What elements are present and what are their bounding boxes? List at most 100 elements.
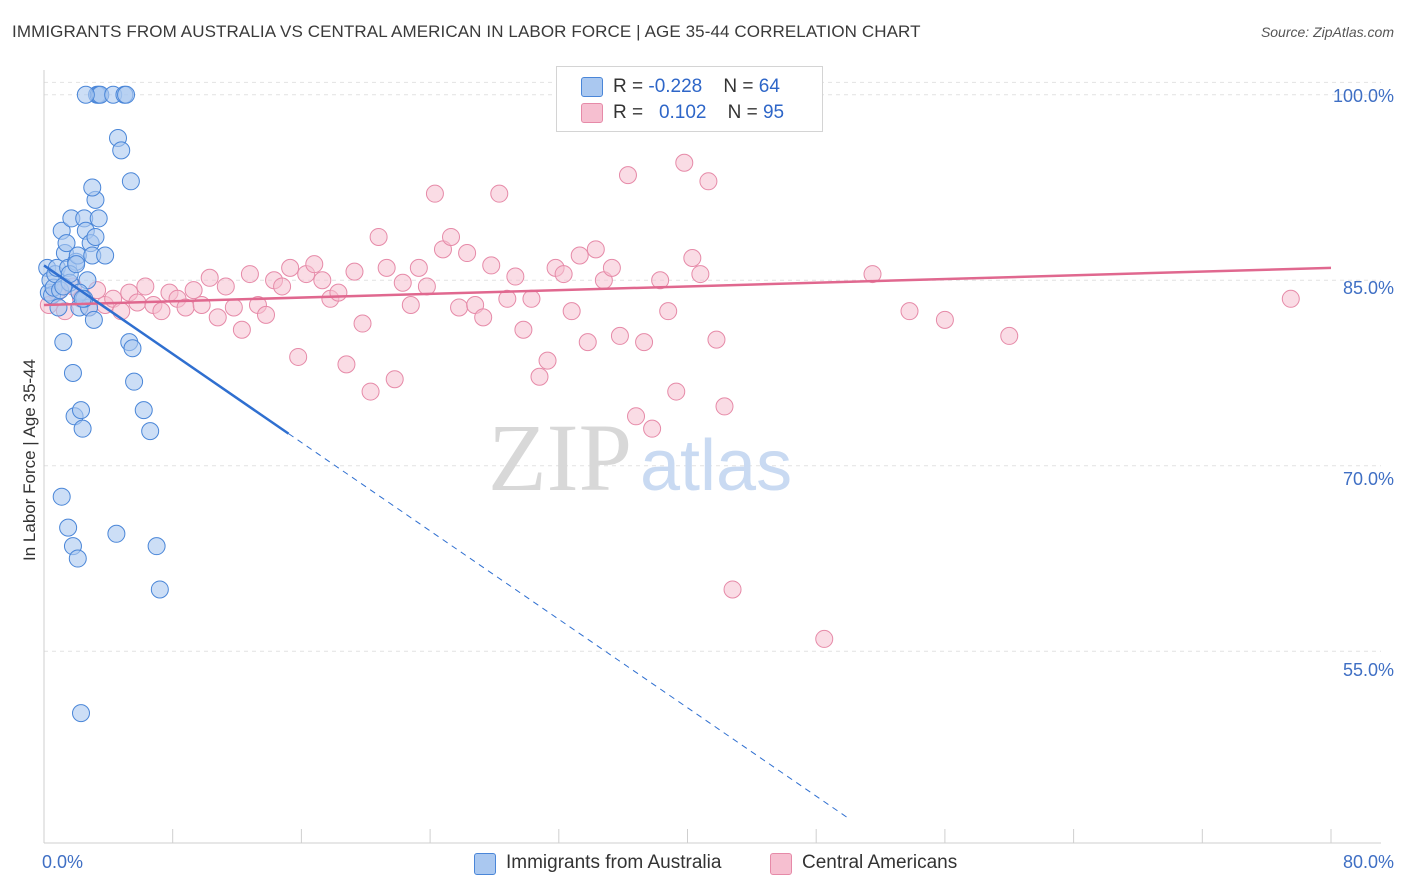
- data-point-central-americans: [667, 382, 686, 401]
- legend-r-value: 0.102: [658, 102, 707, 123]
- data-point-central-americans: [450, 298, 469, 317]
- data-point-central-americans: [815, 629, 834, 648]
- data-point-australia: [150, 580, 169, 599]
- data-point-central-americans: [377, 258, 396, 277]
- data-point-central-americans: [900, 302, 919, 321]
- legend-label: Immigrants from Australia: [506, 852, 722, 873]
- data-point-central-americans: [1281, 289, 1300, 308]
- data-point-central-americans: [514, 320, 533, 339]
- data-point-central-americans: [409, 258, 428, 277]
- data-point-central-americans: [474, 308, 493, 327]
- trend-lines: [43, 264, 1332, 819]
- data-point-central-americans: [337, 355, 356, 374]
- legend-r-label: R =: [613, 102, 649, 123]
- data-point-australia: [86, 227, 105, 246]
- data-point-central-americans: [723, 580, 742, 599]
- data-point-australia: [76, 85, 95, 104]
- data-point-central-americans: [935, 310, 954, 329]
- data-point-australia: [72, 401, 91, 420]
- data-point-central-americans: [643, 419, 662, 438]
- data-point-australia: [121, 172, 140, 191]
- data-point-central-americans: [683, 248, 702, 267]
- trend-line-australia: [43, 264, 290, 435]
- data-point-australia: [117, 85, 136, 104]
- x-tick-label-min: 0.0%: [42, 852, 84, 872]
- data-point-central-americans: [490, 184, 509, 203]
- source-label: Source: ZipAtlas.com: [1260, 24, 1394, 40]
- data-point-australia: [68, 549, 87, 568]
- data-point-central-americans: [425, 184, 444, 203]
- data-point-central-americans: [570, 246, 589, 265]
- data-point-central-americans: [136, 277, 155, 296]
- data-point-central-americans: [417, 277, 436, 296]
- data-point-central-americans: [257, 305, 276, 324]
- data-point-australia: [84, 310, 103, 329]
- legend-n-value: 64: [758, 76, 780, 97]
- watermark-zip: ZIP: [488, 404, 632, 511]
- data-point-australia: [59, 518, 78, 537]
- data-point-central-americans: [691, 265, 710, 284]
- data-point-central-americans: [635, 333, 654, 352]
- data-point-central-americans: [273, 277, 292, 296]
- data-point-central-americans: [442, 227, 461, 246]
- data-point-central-americans: [200, 268, 219, 287]
- data-point-central-americans: [345, 262, 364, 281]
- y-tick-label: 85.0%: [1342, 278, 1394, 298]
- data-point-central-americans: [675, 153, 694, 172]
- data-point-australia: [63, 364, 82, 383]
- data-point-australia: [125, 372, 144, 391]
- legend-n-value: 95: [762, 102, 785, 123]
- data-point-central-americans: [627, 407, 646, 426]
- data-point-central-americans: [707, 330, 726, 349]
- legend-swatch-blue: [581, 77, 603, 97]
- legend-n-label: N =: [727, 102, 763, 123]
- data-point-central-americans: [393, 273, 412, 292]
- data-point-central-americans: [699, 172, 718, 191]
- data-point-australia: [72, 704, 91, 723]
- data-point-australia: [49, 298, 68, 317]
- data-point-central-americans: [152, 302, 171, 321]
- data-point-central-americans: [224, 298, 243, 317]
- data-point-central-americans: [538, 351, 557, 370]
- data-point-australia: [141, 422, 160, 441]
- data-point-central-americans: [578, 333, 597, 352]
- data-point-australia: [89, 209, 108, 228]
- data-point-central-americans: [458, 244, 477, 263]
- data-point-central-americans: [401, 295, 420, 314]
- x-tick-label-max: 80.0%: [1342, 852, 1394, 872]
- data-point-australia: [112, 141, 131, 160]
- data-point-australia: [147, 537, 166, 556]
- trend-line-central-americans: [43, 266, 1332, 307]
- data-point-central-americans: [554, 265, 573, 284]
- data-point-central-americans: [184, 281, 203, 300]
- trend-line-australia-extension: [288, 433, 849, 819]
- data-point-central-americans: [586, 240, 605, 259]
- data-point-australia: [52, 487, 71, 506]
- series-central-americans: [39, 85, 1300, 648]
- data-point-central-americans: [863, 265, 882, 284]
- y-tick-label: 55.0%: [1342, 660, 1394, 680]
- data-point-central-americans: [208, 308, 227, 327]
- data-point-central-americans: [522, 289, 541, 308]
- data-point-central-americans: [482, 256, 501, 275]
- legend-swatch-pink: [770, 853, 792, 875]
- stats-legend: R = -0.228 N = 64 R = 0.102 N = 95: [556, 66, 823, 132]
- legend-swatch-blue: [474, 853, 496, 875]
- data-point-central-americans: [361, 382, 380, 401]
- data-point-central-americans: [659, 302, 678, 321]
- watermark: ZIP atlas: [488, 404, 792, 511]
- chart-title: IMMIGRANTS FROM AUSTRALIA VS CENTRAL AME…: [12, 22, 921, 41]
- data-point-central-americans: [715, 397, 734, 416]
- legend-n-label: N =: [723, 76, 759, 97]
- data-point-central-americans: [1000, 326, 1019, 345]
- axes: [43, 70, 1381, 844]
- data-point-australia: [67, 255, 86, 274]
- data-point-central-americans: [313, 271, 332, 290]
- y-tick-label: 70.0%: [1342, 469, 1394, 489]
- data-point-central-americans: [610, 326, 629, 345]
- data-point-australia: [57, 234, 76, 253]
- grid-lines: [44, 81, 1381, 652]
- data-point-central-americans: [329, 283, 348, 302]
- data-point-central-americans: [353, 314, 372, 333]
- data-point-central-americans: [305, 255, 324, 274]
